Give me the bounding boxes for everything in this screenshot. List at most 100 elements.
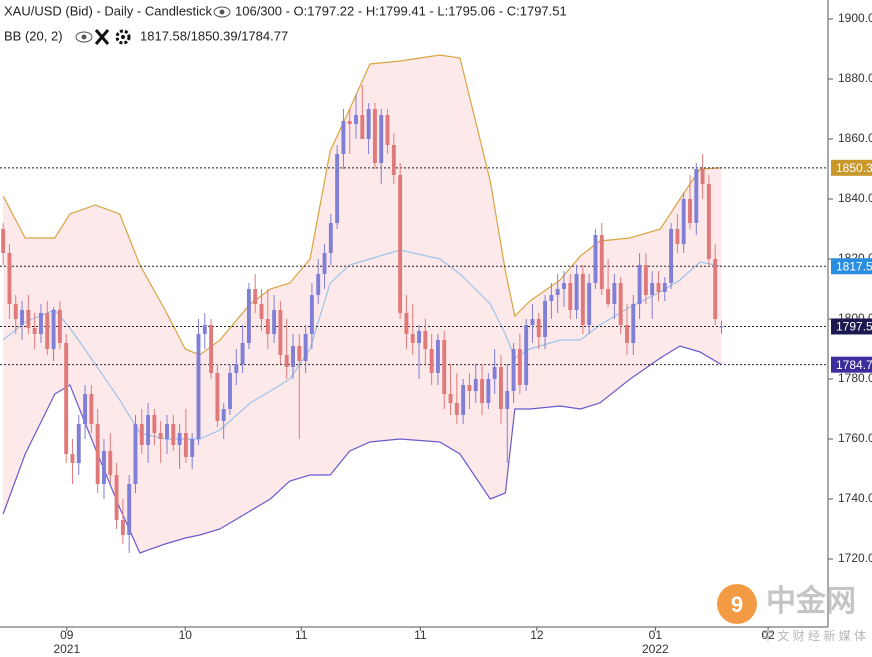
candle-body bbox=[95, 423, 100, 484]
candle-body bbox=[505, 390, 510, 409]
candle-body bbox=[618, 282, 623, 325]
ohlc-label: 106/300 - O:1797.22 - H:1799.41 - L:1795… bbox=[235, 3, 567, 18]
candle-body bbox=[675, 228, 680, 244]
candle-body bbox=[480, 378, 485, 403]
candle-body bbox=[7, 252, 12, 304]
candle-body bbox=[499, 366, 503, 409]
candle-body bbox=[442, 339, 447, 394]
candle-body bbox=[246, 288, 251, 343]
x-tick-label: 09 bbox=[60, 628, 74, 642]
y-tick-label: 1860.00 bbox=[838, 131, 872, 145]
candle-body bbox=[391, 144, 396, 175]
eye-icon[interactable] bbox=[213, 6, 231, 18]
candle-body bbox=[694, 168, 699, 223]
candle-body bbox=[335, 153, 340, 223]
candle-body bbox=[435, 339, 440, 373]
candle-body bbox=[221, 408, 226, 421]
band-middle bbox=[2, 249, 722, 440]
candle-body bbox=[272, 309, 277, 334]
candle-body bbox=[423, 330, 428, 349]
candle-body bbox=[297, 345, 302, 361]
candle-body bbox=[1, 228, 6, 253]
candle-body bbox=[631, 303, 636, 343]
y-axis-panel bbox=[828, 0, 872, 627]
candle-body bbox=[146, 414, 151, 445]
candle-body bbox=[417, 330, 421, 343]
candle-body bbox=[265, 318, 270, 334]
candle-body bbox=[253, 288, 258, 304]
price-tag-label: 1817.58 bbox=[836, 259, 872, 273]
candle-body bbox=[190, 438, 195, 457]
candle-body bbox=[398, 174, 403, 313]
candle-body bbox=[555, 288, 560, 295]
x-tick-label: 11 bbox=[414, 628, 427, 642]
candle-body bbox=[379, 114, 384, 163]
candle-body bbox=[404, 312, 409, 334]
y-tick-label: 1880.00 bbox=[838, 71, 872, 85]
candle-body bbox=[511, 348, 516, 391]
indicator-values: 1817.58/1850.39/1784.77 bbox=[140, 28, 288, 43]
x-tick-label: 02 bbox=[761, 628, 775, 642]
candle-body bbox=[215, 372, 220, 421]
chart-title: XAU/USD (Bid) - Daily - Candlestick bbox=[4, 3, 213, 18]
candle-body bbox=[240, 342, 245, 364]
candle-body bbox=[45, 312, 50, 349]
candle-body bbox=[568, 282, 573, 310]
candle-body bbox=[360, 114, 365, 139]
candle-body bbox=[158, 432, 163, 439]
price-tag-label: 1850.39 bbox=[836, 161, 872, 175]
candle-body bbox=[284, 354, 289, 367]
candle-body bbox=[322, 252, 327, 274]
candle-body bbox=[228, 372, 232, 409]
plot-area bbox=[0, 54, 828, 554]
price-tag bbox=[831, 159, 872, 176]
y-tick-label: 1720.00 bbox=[838, 551, 872, 565]
watermark-slogan: 中 文 财 经 新 媒 体 bbox=[762, 628, 866, 643]
candle-body bbox=[64, 342, 69, 454]
candle-body bbox=[127, 483, 132, 535]
candle-body bbox=[234, 363, 239, 373]
candle-body bbox=[303, 333, 308, 361]
candle-body bbox=[650, 282, 655, 295]
candle-body bbox=[473, 378, 478, 391]
candle-body bbox=[76, 423, 81, 463]
candle-body bbox=[278, 309, 283, 355]
candle-body bbox=[549, 294, 554, 301]
candle-body bbox=[108, 450, 113, 475]
candle-body bbox=[536, 318, 541, 337]
watermark: 9 中金网 中 文 财 经 新 媒 体 bbox=[717, 584, 866, 643]
candle-body bbox=[171, 423, 176, 445]
candle-body bbox=[524, 324, 529, 385]
y-tick-label: 1900.00 bbox=[838, 11, 872, 25]
candle-body bbox=[656, 282, 661, 292]
x-tick-label: 11 bbox=[295, 628, 308, 642]
candle-body bbox=[202, 324, 207, 334]
y-tick-label: 1840.00 bbox=[838, 191, 872, 205]
eye-icon[interactable] bbox=[75, 31, 93, 43]
candle-body bbox=[209, 324, 214, 373]
remove-icon[interactable] bbox=[94, 29, 110, 45]
band-lower bbox=[2, 345, 722, 554]
candle-body bbox=[372, 108, 377, 163]
price-tag bbox=[831, 258, 872, 275]
band-fill bbox=[3, 54, 722, 553]
candle-body bbox=[196, 333, 201, 439]
candle-body bbox=[580, 273, 585, 325]
price-tag-label: 1797.51 bbox=[836, 320, 872, 334]
x-tick-label: 01 bbox=[649, 628, 663, 642]
header: XAU/USD (Bid) - Daily - Candlestick 106/… bbox=[4, 3, 567, 45]
candle-body bbox=[20, 309, 25, 325]
candle-body bbox=[492, 366, 497, 379]
candle-body bbox=[543, 300, 548, 337]
candle-body bbox=[612, 282, 617, 304]
settings-icon[interactable] bbox=[115, 29, 131, 45]
candle-body bbox=[316, 273, 321, 295]
candle-body bbox=[259, 303, 264, 319]
candle-body bbox=[120, 519, 125, 535]
candle-body bbox=[347, 120, 352, 124]
candle-body bbox=[530, 318, 535, 325]
candle-body bbox=[152, 414, 157, 433]
candle-body bbox=[517, 348, 522, 385]
watermark-logo bbox=[717, 584, 757, 624]
